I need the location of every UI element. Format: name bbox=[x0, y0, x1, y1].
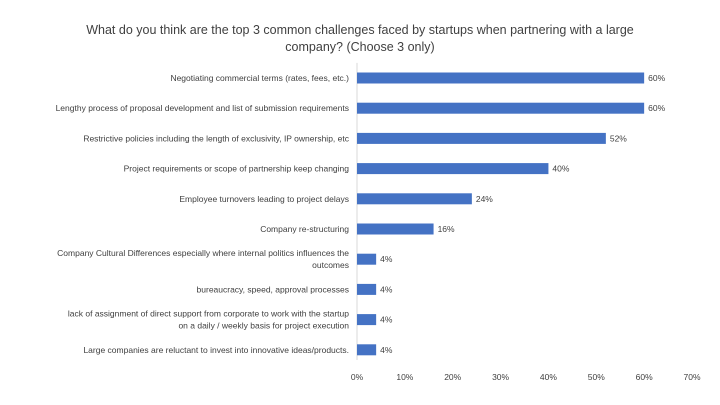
bar bbox=[357, 163, 549, 175]
category-label: Restrictive policies including the lengt… bbox=[83, 133, 349, 143]
bars-layer bbox=[357, 72, 645, 356]
category-label: Large companies are reluctant to invest … bbox=[83, 345, 349, 355]
x-tick-label: 70% bbox=[683, 372, 700, 382]
bar bbox=[357, 102, 645, 114]
data-label: 40% bbox=[552, 164, 569, 174]
chart-title: What do you think are the top 3 common c… bbox=[86, 23, 634, 54]
data-label: 4% bbox=[380, 284, 393, 294]
axis-layer: 0% 10% 20% 30% 40% 50% 60% 70% bbox=[351, 62, 701, 382]
data-label: 60% bbox=[648, 103, 665, 113]
category-label: Lengthy process of proposal development … bbox=[56, 103, 349, 113]
category-label: Negotiating commercial terms (rates, fee… bbox=[170, 73, 349, 83]
data-label: 52% bbox=[610, 133, 627, 143]
category-label: lack of assignment of direct support fro… bbox=[68, 309, 349, 331]
bar bbox=[357, 72, 645, 84]
category-label: Employee turnovers leading to project de… bbox=[179, 194, 349, 204]
bar bbox=[357, 314, 377, 326]
category-label: Company Cultural Differences especially … bbox=[57, 248, 349, 270]
x-tick-label: 60% bbox=[636, 372, 653, 382]
category-label: Company re-structuring bbox=[260, 224, 349, 234]
bar bbox=[357, 223, 434, 235]
category-label: Project requirements or scope of partner… bbox=[124, 164, 350, 174]
category-label: bureaucracy, speed, approval processes bbox=[197, 284, 349, 294]
x-tick-label: 10% bbox=[396, 372, 413, 382]
bar bbox=[357, 283, 377, 295]
x-tick-label: 40% bbox=[540, 372, 557, 382]
x-tick-label: 0% bbox=[351, 372, 364, 382]
data-label: 60% bbox=[648, 73, 665, 83]
x-tick-label: 20% bbox=[444, 372, 461, 382]
bar bbox=[357, 253, 377, 265]
x-tick-label: 50% bbox=[588, 372, 605, 382]
bar bbox=[357, 193, 472, 205]
data-label: 4% bbox=[380, 254, 393, 264]
bar bbox=[357, 344, 377, 356]
data-label: 4% bbox=[380, 345, 393, 355]
data-label: 24% bbox=[476, 194, 493, 204]
labels-layer: 60% Negotiating commercial terms (rates, … bbox=[56, 73, 666, 355]
x-tick-label: 30% bbox=[492, 372, 509, 382]
data-label: 16% bbox=[438, 224, 455, 234]
bar bbox=[357, 132, 606, 144]
data-label: 4% bbox=[380, 315, 393, 325]
